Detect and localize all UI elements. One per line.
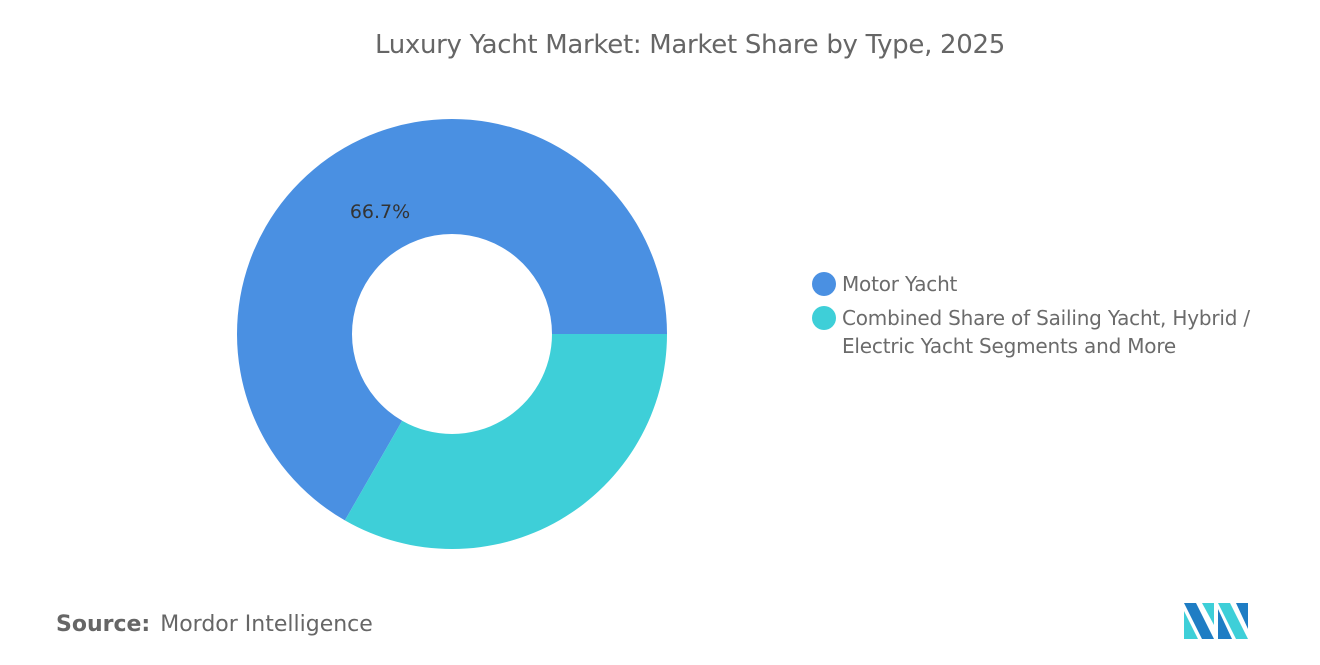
source-label: Source: [56,612,151,637]
legend-swatch [812,306,836,330]
legend: Motor Yacht Combined Share of Sailing Ya… [812,270,1272,366]
data-label-motor-yacht: 66.7% [350,201,410,223]
legend-item-motor-yacht[interactable]: Motor Yacht [812,270,1272,298]
legend-label: Combined Share of Sailing Yacht, Hybrid … [842,306,1250,358]
donut-chart: 66.7% [237,119,667,550]
legend-item-combined-share[interactable]: Combined Share of Sailing Yacht, Hybrid … [812,304,1272,360]
source-note: Source: Mordor Intelligence [56,612,373,637]
source-value: Mordor Intelligence [160,612,373,637]
chart-title: Luxury Yacht Market: Market Share by Typ… [375,30,1005,60]
slice-combined-share[interactable] [344,334,667,550]
slice-motor-yacht[interactable] [237,119,667,521]
mordor-intelligence-logo [1184,603,1248,639]
legend-swatch [812,272,836,296]
legend-label: Motor Yacht [842,272,958,296]
